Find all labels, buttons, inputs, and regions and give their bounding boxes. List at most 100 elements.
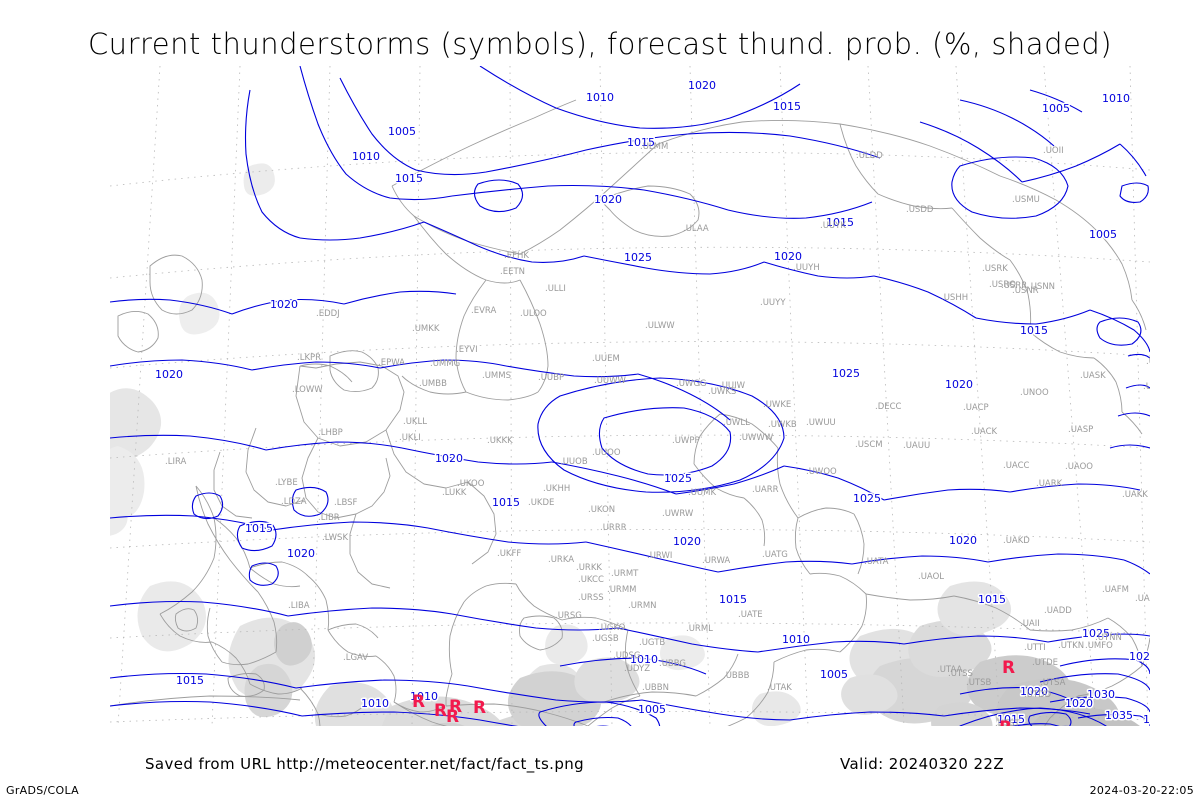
isobar-label-halo: 1015 bbox=[826, 216, 854, 229]
isobar-label: 1020 bbox=[949, 534, 977, 547]
station-label: .UACP bbox=[963, 403, 989, 413]
station-label: .LBSF bbox=[334, 498, 358, 508]
station-label: .USHH bbox=[941, 293, 968, 303]
station-label: .UTDE bbox=[1032, 658, 1058, 668]
isobar-labels-group: 1010 1010 1005 1005 1010 1010 1015 1015 1015 1015… bbox=[154, 78, 1171, 727]
isobar-label-halo: 1025 bbox=[832, 367, 860, 380]
isobar-label: 1015 bbox=[978, 593, 1006, 606]
station-label: .UKKK bbox=[487, 436, 513, 446]
isobar-label-halo: 1010 bbox=[361, 697, 389, 710]
station-label: .LWSK bbox=[322, 533, 348, 543]
isobar-label-halo: 1005 bbox=[638, 703, 666, 716]
station-label: .UUYY bbox=[760, 298, 786, 308]
station-label: .UARK bbox=[1036, 479, 1063, 489]
station-label: .URMT bbox=[611, 569, 639, 579]
isobar-label-halo: 1025 bbox=[624, 251, 652, 264]
station-label: .UUMK bbox=[688, 488, 716, 498]
station-label: .UWLL bbox=[723, 418, 750, 428]
isobar-label: 1020 bbox=[945, 378, 973, 391]
station-label: .UUOB bbox=[560, 457, 588, 467]
isobar-label-halo: 1015 bbox=[978, 593, 1006, 606]
station-label: .UWGG bbox=[676, 379, 707, 389]
isobar-label-halo: 1015 bbox=[627, 136, 655, 149]
station-label: .EDDJ bbox=[316, 309, 340, 319]
station-label: .ULLI bbox=[545, 284, 566, 294]
station-label: .UWPP bbox=[672, 436, 700, 446]
thunderstorm-symbol: R bbox=[999, 718, 1012, 738]
station-label: .UTAK bbox=[767, 683, 792, 693]
station-label: .EYVI bbox=[456, 345, 478, 355]
station-label: .UBBN bbox=[642, 683, 669, 693]
thunderstorm-symbol: R bbox=[412, 692, 425, 712]
isobar-label-halo: 1015 bbox=[395, 172, 423, 185]
thunderstorm-symbol: R bbox=[449, 697, 462, 717]
station-label: .ULOO bbox=[520, 309, 547, 319]
station-label: .UTTI bbox=[1024, 643, 1046, 653]
isobar-label: 1015 bbox=[1020, 324, 1048, 337]
isobar-label-halo: 1010 bbox=[1102, 92, 1130, 105]
station-label: .UNBB bbox=[1143, 382, 1170, 392]
station-label: .UGSB bbox=[592, 634, 619, 644]
isobar-label: 1030 bbox=[1087, 688, 1115, 701]
station-label: .UDYZ bbox=[624, 664, 650, 674]
isobar-label-halo: 1015 bbox=[176, 674, 204, 687]
thunderstorm-symbol: R bbox=[1002, 658, 1015, 678]
station-label: .USCM bbox=[855, 440, 883, 450]
isobar-label-halo: 1025 bbox=[853, 492, 881, 505]
station-label: .USRK bbox=[982, 264, 1008, 274]
isobar-label: 1015 bbox=[773, 100, 801, 113]
isobar-label-halo: 1020 bbox=[287, 547, 315, 560]
credit-text: GrADS/COLA bbox=[6, 784, 79, 797]
isobar-label-halo: 1020 bbox=[945, 378, 973, 391]
valid-time-text: Valid: 20240320 22Z bbox=[840, 755, 1005, 773]
isobar-label: 1010 bbox=[352, 150, 380, 163]
station-label: .ULDD bbox=[856, 151, 883, 161]
isobar-label-halo: 1010 bbox=[630, 653, 658, 666]
isobar-contours bbox=[110, 66, 1150, 726]
station-label: .DECC bbox=[875, 402, 902, 412]
station-label: .USMU bbox=[1012, 195, 1040, 205]
station-label: .UKHH bbox=[543, 484, 570, 494]
station-label: .USDD bbox=[906, 205, 934, 215]
isobar-label: 1015 bbox=[395, 172, 423, 185]
station-label: .UASK bbox=[1080, 371, 1106, 381]
isobar-label-halo: 1020 bbox=[1065, 697, 1093, 710]
isobar-label-halo: 1015 bbox=[1020, 324, 1048, 337]
station-label: .UKDE bbox=[528, 498, 554, 508]
station-label: .UUIW bbox=[719, 381, 746, 391]
station-label: .UADD bbox=[1044, 606, 1072, 616]
station-label: .UAOO bbox=[1065, 462, 1093, 472]
isobar-label-halo: 1020 bbox=[594, 193, 622, 206]
isobar-label: 1015 bbox=[627, 136, 655, 149]
isobar-label-halo: 1005 bbox=[1042, 102, 1070, 115]
isobar-label-halo: 1015 bbox=[997, 713, 1025, 726]
isobar-label-halo: 1015 bbox=[245, 522, 273, 535]
saved-url-text: Saved from URL http://meteocenter.net/fa… bbox=[145, 755, 585, 773]
isobar-label: 1010 bbox=[361, 697, 389, 710]
station-label: .UGKO bbox=[598, 623, 626, 633]
isobar-label-halo: 1005 bbox=[820, 668, 848, 681]
isobar-label: 1020 bbox=[287, 547, 315, 560]
station-label: .URWA bbox=[702, 556, 730, 566]
station-label: .UATE bbox=[738, 610, 763, 620]
station-label: .UACC bbox=[1003, 461, 1030, 471]
station-label: .ULMM bbox=[640, 142, 668, 152]
station-label: .UWKE bbox=[763, 400, 791, 410]
station-label: .LIRA bbox=[165, 457, 187, 467]
isobar-label-halo: 1005 bbox=[1089, 228, 1117, 241]
isobar-label: 1010 bbox=[1102, 92, 1130, 105]
station-label: .LUKK bbox=[442, 488, 467, 498]
isobar-label-halo: 1020 bbox=[1020, 685, 1048, 698]
station-label: .UTDD bbox=[1024, 690, 1052, 700]
isobar-label-halo: 1040 bbox=[1143, 713, 1171, 726]
station-label: .UTAA bbox=[937, 665, 963, 675]
isobar-label: 1020 bbox=[774, 250, 802, 263]
station-label: .UUWW bbox=[594, 376, 627, 386]
isobar-label: 1025 bbox=[853, 492, 881, 505]
isobar-label: 1020 bbox=[594, 193, 622, 206]
station-label: .UWUU bbox=[806, 418, 836, 428]
timestamp-text: 2024-03-20-22:05 bbox=[1089, 784, 1194, 797]
station-label: .UAKD bbox=[1003, 536, 1030, 546]
station-label: .UUYH bbox=[793, 263, 820, 273]
isobar-label: 1020 bbox=[435, 452, 463, 465]
